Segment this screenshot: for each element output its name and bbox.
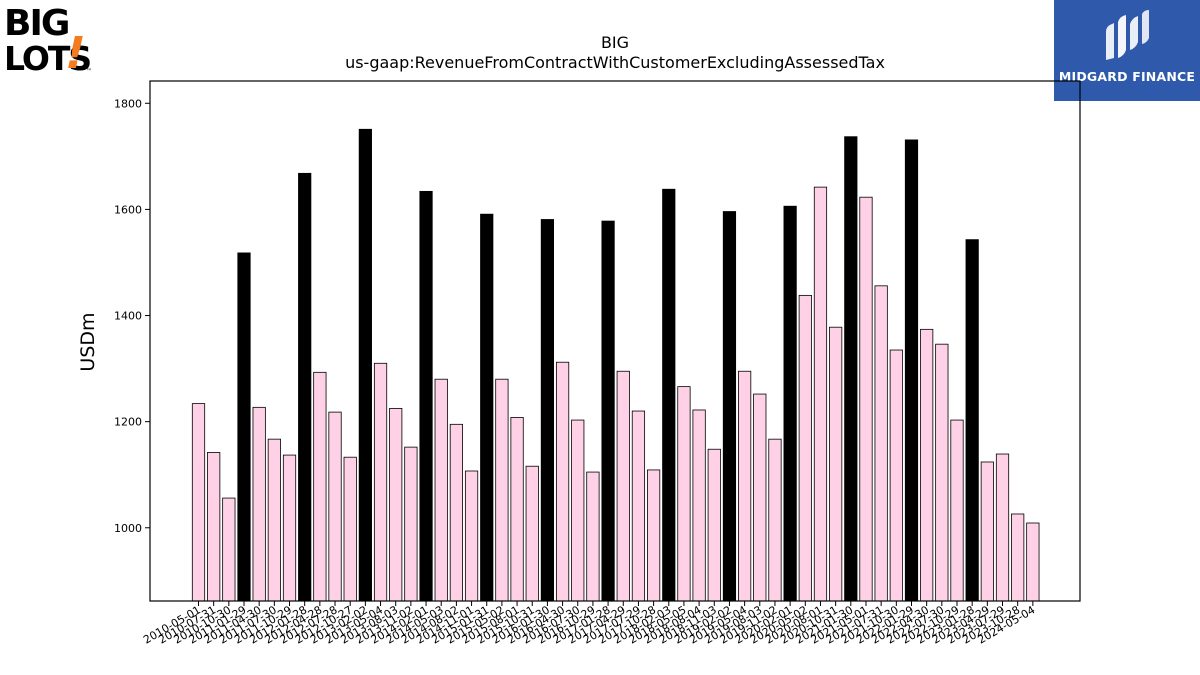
bar-annual	[662, 188, 676, 602]
bar-quarter	[874, 285, 888, 602]
bar-annual	[358, 128, 372, 602]
y-axis: 1000 1200 1400 1600 1800	[114, 97, 150, 535]
bar-annual	[540, 219, 555, 602]
bar-annual	[783, 205, 797, 602]
bar-quarter	[510, 417, 524, 602]
chart-title: BIG	[601, 33, 629, 52]
bar-quarter	[753, 393, 767, 602]
bar-quarter	[692, 409, 706, 602]
bar-quarter	[389, 407, 403, 602]
bar-annual	[480, 213, 494, 602]
bar-quarter	[995, 453, 1010, 602]
midgard-mark-icon	[1106, 10, 1149, 60]
bar-quarter	[859, 196, 873, 602]
big-lots-logo: BIG LOTS ! ™	[2, 2, 102, 79]
bar-quarter	[798, 294, 812, 602]
y-tick-label: 1000	[114, 522, 142, 535]
bar-annual	[904, 139, 919, 602]
bar-quarter	[707, 448, 721, 602]
bar-quarter	[616, 370, 630, 602]
logo-word-lots: LOTS	[4, 39, 90, 74]
bar-annual	[237, 252, 251, 602]
bar-quarter	[980, 461, 994, 602]
bar-quarter	[586, 471, 600, 602]
bar-quarter	[495, 378, 509, 602]
bar-quarter	[813, 186, 828, 602]
bar-annual	[965, 239, 979, 602]
y-tick-label: 1800	[114, 97, 142, 110]
bar-quarter	[252, 406, 266, 602]
midgard-finance-wordmark: MIDGARD FINANCE	[1058, 69, 1196, 84]
bar-quarter	[525, 465, 539, 602]
x-axis: 2010-05-012010-07-312010-10-302011-01-29…	[141, 601, 1037, 647]
bar-quarter	[631, 410, 646, 602]
bar-quarter	[950, 419, 964, 602]
bar-quarter	[313, 371, 327, 602]
bar-quarter	[267, 438, 281, 602]
bar-quarter	[889, 349, 903, 602]
bar-quarter	[328, 411, 342, 602]
bar-quarter	[449, 423, 463, 602]
bar-quarter	[191, 403, 206, 602]
bar-quarter	[207, 452, 221, 602]
logo-trademark: ™	[86, 68, 92, 74]
bar-quarter	[1026, 522, 1040, 602]
bar-annual	[601, 220, 615, 602]
bar-quarter	[677, 386, 691, 602]
bar-annual	[722, 211, 737, 602]
bar-annual	[844, 136, 858, 602]
y-tick-label: 1400	[114, 310, 142, 323]
bar-quarter	[373, 362, 388, 602]
bar-quarter	[935, 343, 949, 602]
y-tick-label: 1200	[114, 416, 142, 429]
big-lots-logo-graphic: BIG LOTS ! ™	[4, 3, 92, 79]
bar-quarter	[434, 378, 448, 602]
bar-quarter	[768, 438, 782, 602]
y-axis-label: USDm	[77, 312, 99, 371]
bar-annual	[419, 190, 433, 602]
chart-subtitle: us-gaap:RevenueFromContractWithCustomerE…	[345, 53, 885, 72]
bar-quarter	[1011, 513, 1025, 602]
plot-frame	[149, 80, 1081, 602]
bar-quarter	[282, 454, 297, 602]
logo-word-big: BIG	[4, 3, 68, 44]
bar-quarter	[738, 370, 752, 602]
bar-quarter	[404, 446, 418, 602]
bar-quarter	[222, 497, 236, 602]
bar-quarter	[555, 361, 570, 602]
midgard-finance-logo: MIDGARD FINANCE	[1054, 0, 1200, 101]
bars-group	[191, 128, 1040, 602]
bar-quarter	[829, 326, 843, 602]
y-tick-label: 1600	[114, 203, 142, 216]
bar-annual	[298, 172, 312, 602]
bar-quarter	[571, 419, 585, 602]
bar-quarter	[343, 456, 357, 602]
bar-quarter	[920, 328, 934, 602]
bar-quarter	[464, 470, 479, 602]
bar-quarter	[647, 469, 661, 602]
